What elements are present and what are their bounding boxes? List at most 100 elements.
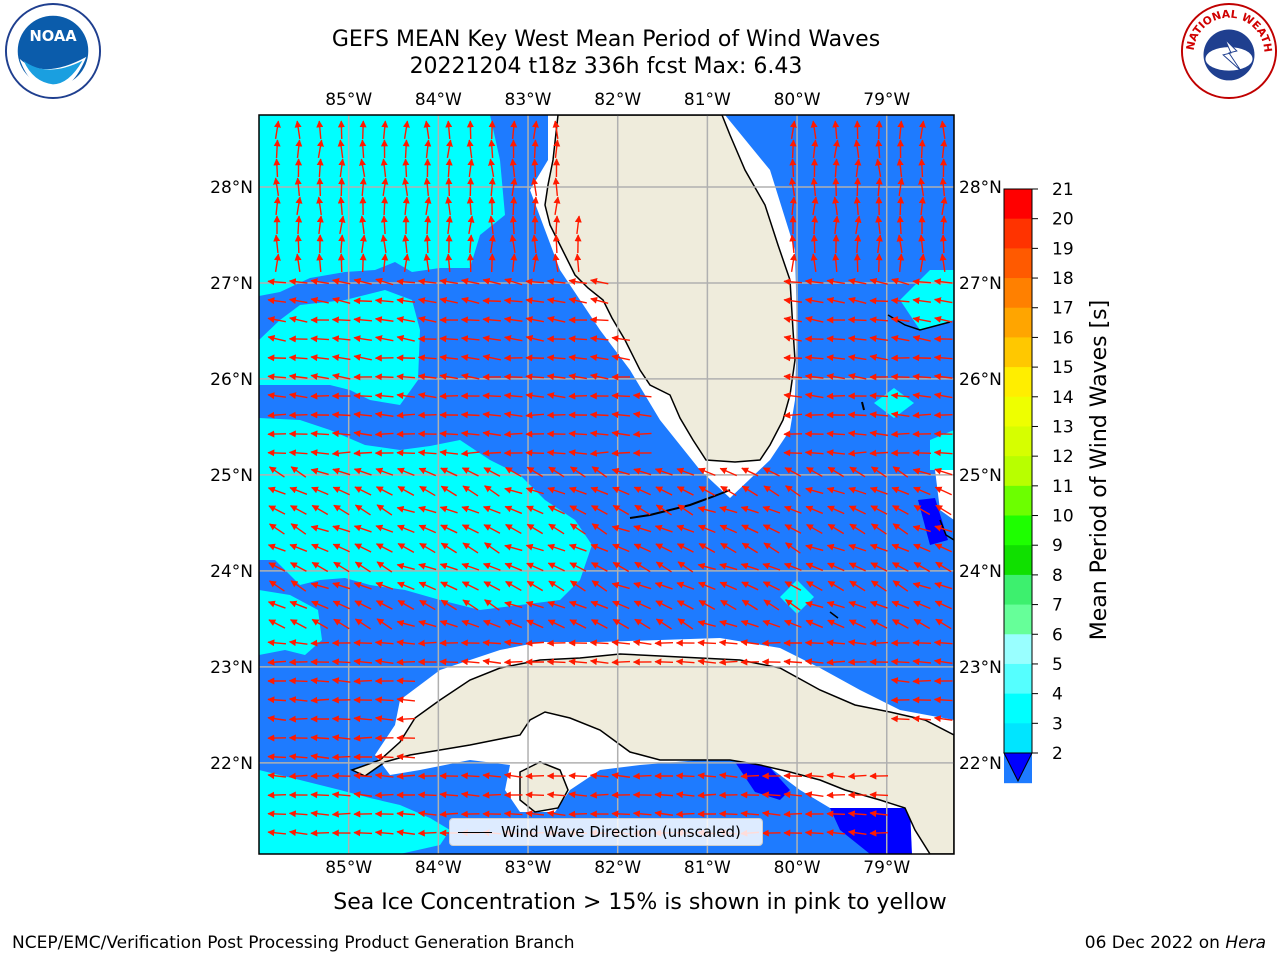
- wave-direction-arrow: [789, 158, 797, 178]
- lat-tick-label: 22°N: [959, 754, 1002, 774]
- wave-direction-arrow: [267, 411, 287, 419]
- wave-direction-arrow: [892, 580, 909, 592]
- wave-direction-arrow: [804, 829, 824, 837]
- wave-direction-arrow: [417, 411, 437, 419]
- wave-direction-arrow: [698, 581, 716, 591]
- wave-direction-arrow: [505, 523, 522, 535]
- colorbar-tick-label: 4: [1052, 685, 1063, 705]
- wave-direction-arrow: [783, 772, 803, 780]
- wave-direction-arrow: [482, 562, 501, 571]
- wave-direction-arrow: [482, 639, 502, 647]
- wave-direction-arrow: [918, 196, 926, 216]
- wave-direction-arrow: [503, 639, 523, 647]
- wave-direction-arrow: [417, 392, 437, 399]
- wave-direction-arrow: [509, 158, 517, 178]
- wave-direction-arrow: [290, 466, 307, 478]
- wave-direction-arrow: [762, 562, 781, 571]
- wave-direction-arrow: [934, 486, 952, 496]
- wave-direction-arrow: [445, 177, 453, 197]
- wave-direction-arrow: [676, 467, 695, 476]
- wave-direction-arrow: [741, 542, 759, 554]
- wave-direction-arrow: [310, 810, 330, 818]
- wave-direction-arrow: [268, 619, 286, 629]
- wave-direction-arrow: [848, 600, 867, 609]
- wave-direction-arrow: [675, 772, 695, 780]
- wave-direction-arrow: [869, 449, 889, 457]
- wave-direction-arrow: [531, 177, 539, 196]
- lon-tick-label: 81°W: [684, 858, 731, 878]
- wave-direction-arrow: [381, 196, 389, 216]
- legend-label: Wind Wave Direction (unscaled): [501, 823, 741, 841]
- wave-direction-arrow: [912, 278, 932, 286]
- wave-direction-arrow: [890, 677, 910, 685]
- colorbar-tick-label: 20: [1052, 210, 1074, 230]
- wave-direction-arrow: [525, 411, 545, 419]
- wave-direction-arrow: [806, 523, 823, 535]
- wave-direction-arrow: [719, 619, 738, 628]
- wave-direction-arrow: [294, 253, 302, 273]
- wave-direction-arrow: [719, 562, 738, 571]
- wave-direction-arrow: [933, 373, 953, 381]
- wave-direction-arrow: [288, 810, 308, 818]
- wave-direction-arrow: [783, 619, 802, 628]
- wave-direction-arrow: [332, 278, 351, 285]
- sea-ice-note: Sea Ice Concentration > 15% is shown in …: [333, 890, 947, 915]
- wave-direction-arrow: [740, 619, 759, 628]
- wave-direction-arrow: [590, 619, 608, 629]
- wave-direction-arrow: [590, 505, 608, 515]
- colorbar-tick-label: 19: [1052, 239, 1074, 259]
- wave-direction-arrow: [375, 543, 393, 553]
- wave-direction-arrow: [396, 354, 416, 362]
- wave-direction-arrow: [353, 467, 372, 476]
- wave-direction-arrow: [267, 297, 287, 305]
- wave-direction-arrow: [267, 334, 286, 342]
- wave-direction-arrow: [525, 373, 545, 381]
- footer-date-text: 06 Dec 2022 on: [1084, 933, 1226, 953]
- wave-direction-arrow: [482, 277, 501, 285]
- wave-direction-arrow: [531, 139, 539, 159]
- wave-direction-arrow: [789, 139, 797, 159]
- wave-direction-arrow: [439, 278, 458, 286]
- chart-subtitle: 20221204 t18z 336h fcst Max: 6.43: [409, 54, 803, 79]
- wave-direction-arrow: [525, 278, 545, 286]
- wave-direction-arrow: [546, 278, 566, 286]
- wave-direction-arrow: [488, 120, 496, 140]
- wave-direction-arrow: [290, 523, 307, 535]
- wave-direction-arrow: [482, 411, 502, 419]
- wave-direction-arrow: [288, 278, 308, 286]
- wave-direction-arrow: [396, 505, 415, 514]
- wave-direction-arrow: [510, 120, 518, 140]
- wave-direction-arrow: [354, 561, 371, 573]
- wave-direction-arrow: [741, 524, 759, 534]
- wave-direction-arrow: [424, 139, 432, 159]
- wave-direction-arrow: [698, 486, 716, 496]
- wave-direction-arrow: [590, 486, 609, 495]
- wave-direction-arrow: [783, 411, 803, 419]
- wave-direction-arrow: [310, 335, 330, 343]
- wave-direction-arrow: [783, 791, 803, 799]
- wave-direction-arrow: [423, 177, 431, 197]
- wave-direction-arrow: [333, 504, 350, 516]
- wave-direction-arrow: [891, 543, 910, 552]
- wave-direction-arrow: [826, 430, 846, 438]
- wave-direction-arrow: [310, 467, 329, 476]
- wave-direction-arrow: [375, 277, 394, 286]
- wave-direction-arrow: [870, 619, 888, 629]
- wave-direction-arrow: [934, 524, 953, 533]
- colorbar-tick-label: 13: [1052, 417, 1074, 437]
- wave-direction-arrow: [267, 658, 287, 666]
- wave-direction-arrow: [897, 120, 905, 140]
- wave-direction-arrow: [612, 618, 630, 630]
- wave-direction-arrow: [810, 253, 818, 273]
- wave-direction-arrow: [547, 600, 566, 609]
- wave-direction-arrow: [396, 392, 416, 400]
- wave-direction-arrow: [531, 196, 539, 216]
- wave-direction-arrow: [267, 373, 287, 381]
- wave-direction-arrow: [569, 580, 586, 592]
- wave-direction-arrow: [912, 715, 932, 723]
- wave-direction-arrow: [397, 543, 415, 553]
- wave-direction-arrow: [611, 639, 631, 647]
- wave-direction-arrow: [934, 467, 953, 476]
- wave-direction-arrow: [568, 486, 587, 495]
